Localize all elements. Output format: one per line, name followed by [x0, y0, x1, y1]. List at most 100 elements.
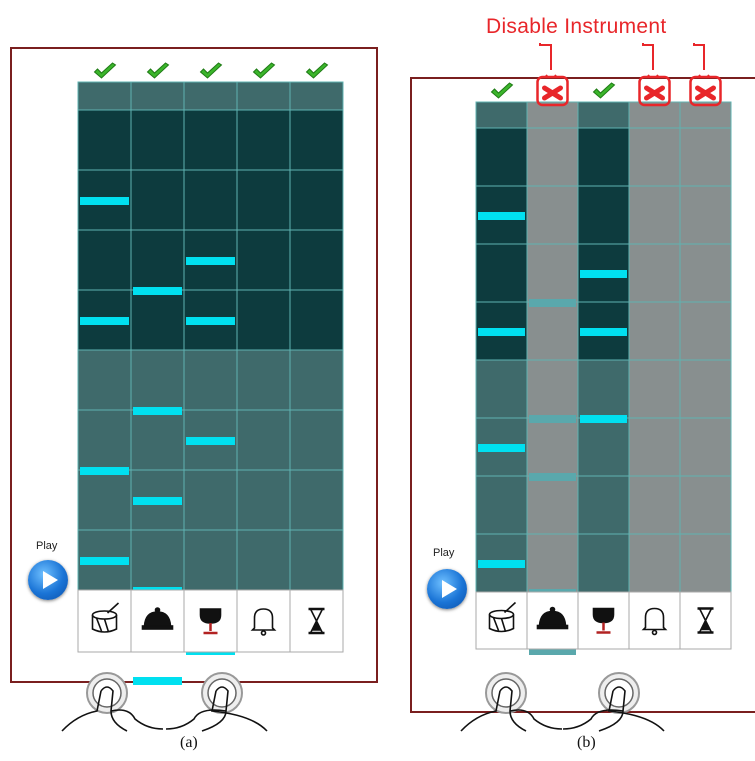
- step-cell[interactable]: [679, 127, 732, 187]
- step-cell[interactable]: [289, 289, 344, 351]
- note-bar[interactable]: [478, 444, 525, 452]
- step-cell[interactable]: [130, 169, 185, 231]
- note-bar[interactable]: [529, 299, 576, 307]
- step-cell[interactable]: [628, 301, 681, 361]
- instrument-button[interactable]: [77, 589, 132, 653]
- note-bar[interactable]: [529, 473, 576, 481]
- step-cell[interactable]: [679, 359, 732, 419]
- note-bar[interactable]: [80, 467, 129, 475]
- note-bar[interactable]: [186, 317, 235, 325]
- step-cell[interactable]: [679, 243, 732, 303]
- step-cell[interactable]: [526, 301, 579, 361]
- step-cell[interactable]: [679, 533, 732, 593]
- note-bar[interactable]: [80, 557, 129, 565]
- step-cell[interactable]: [236, 409, 291, 471]
- step-cell[interactable]: [130, 409, 185, 471]
- play-button[interactable]: [427, 569, 467, 609]
- note-bar[interactable]: [580, 415, 627, 423]
- step-cell[interactable]: [475, 475, 528, 535]
- step-cell[interactable]: [526, 359, 579, 419]
- note-bar[interactable]: [529, 647, 576, 655]
- step-cell[interactable]: [236, 469, 291, 531]
- step-cell[interactable]: [77, 409, 132, 471]
- note-bar[interactable]: [478, 560, 525, 568]
- step-cell[interactable]: [526, 243, 579, 303]
- bell-dome-icon: [141, 607, 174, 630]
- step-cell[interactable]: [130, 289, 185, 351]
- step-cell[interactable]: [577, 127, 630, 187]
- step-cell[interactable]: [183, 169, 238, 231]
- step-cell[interactable]: [236, 289, 291, 351]
- step-cell[interactable]: [236, 349, 291, 411]
- note-bar[interactable]: [186, 437, 235, 445]
- step-cell[interactable]: [475, 359, 528, 419]
- note-bar[interactable]: [80, 317, 129, 325]
- step-cell[interactable]: [289, 529, 344, 591]
- step-cell[interactable]: [577, 475, 630, 535]
- step-cell[interactable]: [526, 185, 579, 245]
- step-cell[interactable]: [679, 301, 732, 361]
- step-cell[interactable]: [289, 469, 344, 531]
- step-cell[interactable]: [77, 469, 132, 531]
- step-cell[interactable]: [526, 127, 579, 187]
- sequencer-grid-b: [475, 75, 742, 697]
- step-cell[interactable]: [289, 109, 344, 171]
- disabled-cross-icon[interactable]: [536, 75, 569, 107]
- step-cell[interactable]: [475, 243, 528, 303]
- note-bar[interactable]: [529, 415, 576, 423]
- step-cell[interactable]: [289, 229, 344, 291]
- instrument-button[interactable]: [236, 589, 291, 653]
- step-cell[interactable]: [628, 475, 681, 535]
- note-bar[interactable]: [133, 407, 182, 415]
- step-cell[interactable]: [628, 243, 681, 303]
- step-cell[interactable]: [679, 475, 732, 535]
- step-cell[interactable]: [679, 185, 732, 245]
- step-cell[interactable]: [628, 127, 681, 187]
- step-cell[interactable]: [289, 169, 344, 231]
- step-cell[interactable]: [236, 109, 291, 171]
- disabled-cross-icon[interactable]: [638, 75, 671, 107]
- step-cell[interactable]: [679, 417, 732, 477]
- instrument-button[interactable]: [628, 591, 681, 650]
- step-cell[interactable]: [628, 359, 681, 419]
- step-cell[interactable]: [236, 229, 291, 291]
- disabled-cross-icon[interactable]: [689, 75, 722, 107]
- step-cell[interactable]: [628, 417, 681, 477]
- step-cell[interactable]: [475, 127, 528, 187]
- step-cell[interactable]: [77, 109, 132, 171]
- step-cell[interactable]: [183, 529, 238, 591]
- note-bar[interactable]: [133, 287, 182, 295]
- step-cell[interactable]: [577, 359, 630, 419]
- note-bar[interactable]: [186, 257, 235, 265]
- step-cell[interactable]: [289, 349, 344, 411]
- note-bar[interactable]: [133, 497, 182, 505]
- play-button[interactable]: [28, 560, 68, 600]
- step-cell[interactable]: [526, 475, 579, 535]
- step-cell[interactable]: [577, 417, 630, 477]
- step-cell[interactable]: [130, 529, 185, 591]
- step-cell[interactable]: [289, 409, 344, 471]
- step-cell[interactable]: [526, 417, 579, 477]
- play-label: Play: [433, 547, 455, 559]
- step-cell[interactable]: [130, 109, 185, 171]
- step-cell[interactable]: [628, 533, 681, 593]
- note-bar[interactable]: [478, 212, 525, 220]
- step-cell[interactable]: [77, 229, 132, 291]
- note-bar[interactable]: [580, 270, 627, 278]
- step-cell[interactable]: [628, 185, 681, 245]
- step-cell[interactable]: [183, 349, 238, 411]
- note-bar[interactable]: [580, 328, 627, 336]
- step-cell[interactable]: [130, 229, 185, 291]
- step-cell[interactable]: [577, 533, 630, 593]
- step-cell[interactable]: [236, 169, 291, 231]
- step-cell[interactable]: [526, 533, 579, 593]
- step-cell[interactable]: [77, 349, 132, 411]
- note-bar[interactable]: [133, 677, 182, 685]
- step-cell[interactable]: [130, 349, 185, 411]
- step-cell[interactable]: [236, 529, 291, 591]
- note-bar[interactable]: [80, 197, 129, 205]
- note-bar[interactable]: [478, 328, 525, 336]
- step-cell[interactable]: [183, 109, 238, 171]
- step-cell[interactable]: [183, 469, 238, 531]
- step-cell[interactable]: [577, 185, 630, 245]
